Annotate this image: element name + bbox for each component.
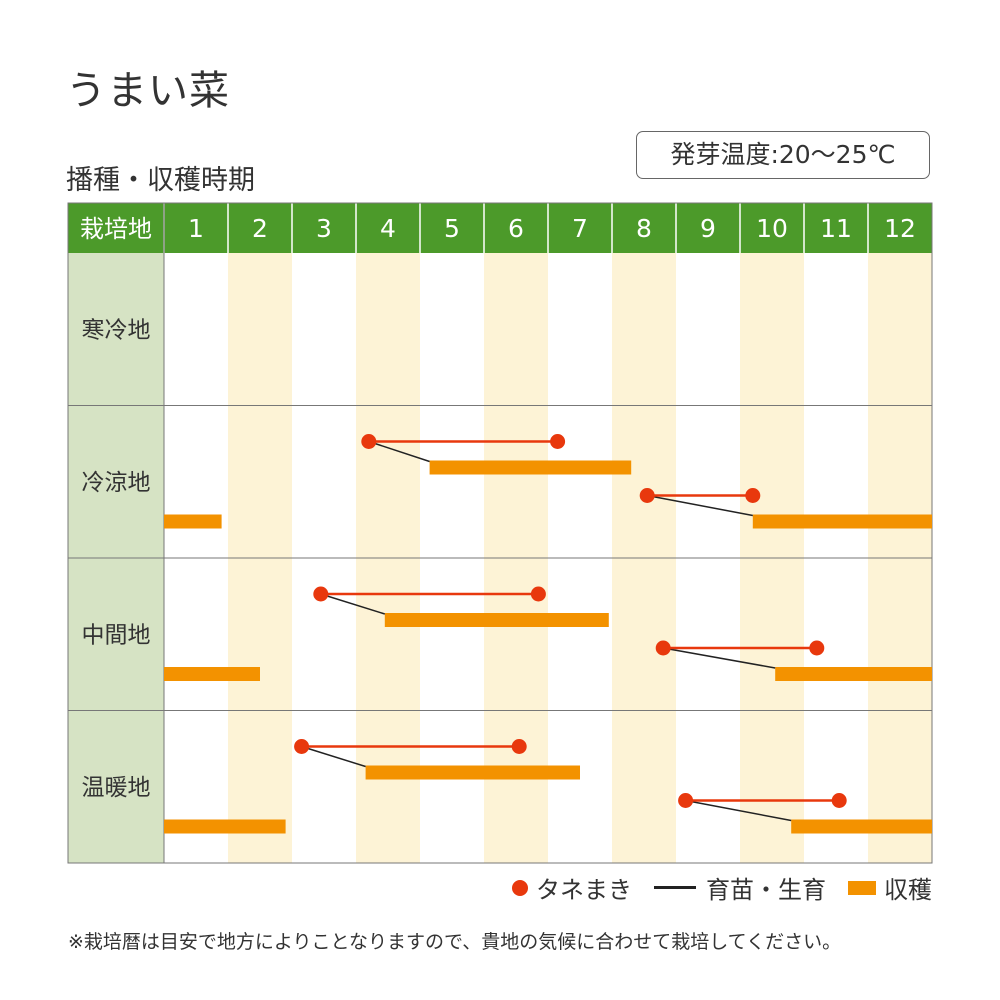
footnote: ※栽培暦は目安で地方によりことなりますので、貴地の気候に合わせて栽培してください…: [68, 931, 842, 953]
month-label: 6: [508, 214, 524, 243]
harvest-bar: [365, 765, 580, 780]
table-border: [67, 202, 933, 864]
legend-harvest: 収穫: [848, 870, 932, 905]
month-label: 3: [316, 214, 332, 243]
sowing-start-dot: [313, 586, 329, 602]
month-label: 4: [380, 214, 396, 243]
month-label: 10: [756, 214, 788, 243]
seedling-line-icon: [654, 886, 696, 889]
harvest-bar: [164, 514, 222, 529]
month-label: 12: [884, 214, 916, 243]
sowing-dot-icon: [512, 879, 528, 896]
month-label: 7: [572, 214, 588, 243]
sowing-start-dot: [361, 434, 377, 449]
region-label: 冷涼地: [82, 470, 151, 496]
legend-sowing-label: タネまき: [536, 876, 632, 904]
month-label: 11: [820, 214, 852, 243]
sowing-end-dot: [511, 739, 527, 754]
region-label: 温暖地: [82, 775, 151, 801]
seedling-line: [301, 745, 366, 768]
chart-subtitle: 播種・収穫時期: [66, 165, 255, 196]
sowing-start-dot: [639, 488, 655, 503]
sowing-end-dot: [550, 434, 566, 449]
month-label: 8: [636, 214, 652, 243]
header-row: [68, 203, 932, 253]
chart-legend: タネまき 育苗・生育 収穫: [512, 870, 932, 905]
month-label: 1: [188, 214, 204, 243]
seedling-line: [685, 799, 792, 822]
sowing-start-dot: [678, 793, 694, 808]
harvest-bar: [164, 819, 286, 834]
harvest-bar: [429, 460, 632, 475]
harvest-bar: [775, 667, 932, 681]
month-label: 2: [252, 214, 268, 243]
header-label-region: 栽培地: [80, 215, 152, 243]
sowing-end-dot: [530, 586, 546, 602]
page-title: うまい菜: [66, 68, 230, 114]
seedling-line: [320, 593, 386, 615]
harvest-bar-icon: [848, 880, 876, 895]
legend-sowing: タネまき: [512, 870, 632, 905]
legend-seedling: 育苗・生育: [654, 870, 826, 905]
month-label: 5: [444, 214, 460, 243]
legend-harvest-label: 収穫: [884, 876, 932, 904]
legend-seedling-label: 育苗・生育: [706, 876, 826, 904]
germination-temperature-badge: 発芽温度:20〜25℃: [636, 131, 930, 179]
harvest-bar: [164, 667, 260, 681]
harvest-bar: [384, 613, 609, 627]
sowing-start-dot: [655, 640, 671, 656]
sowing-end-dot: [745, 488, 761, 503]
seedling-line: [368, 440, 430, 463]
month-label: 9: [700, 214, 716, 243]
seedling-line: [663, 647, 776, 669]
harvest-bar: [752, 514, 932, 529]
seedling-line: [647, 494, 753, 517]
sowing-start-dot: [294, 739, 310, 754]
region-label: 中間地: [82, 622, 151, 648]
region-label: 寒冷地: [82, 317, 151, 343]
harvest-bar: [791, 819, 932, 834]
sowing-end-dot: [809, 640, 825, 656]
sowing-end-dot: [831, 793, 847, 808]
